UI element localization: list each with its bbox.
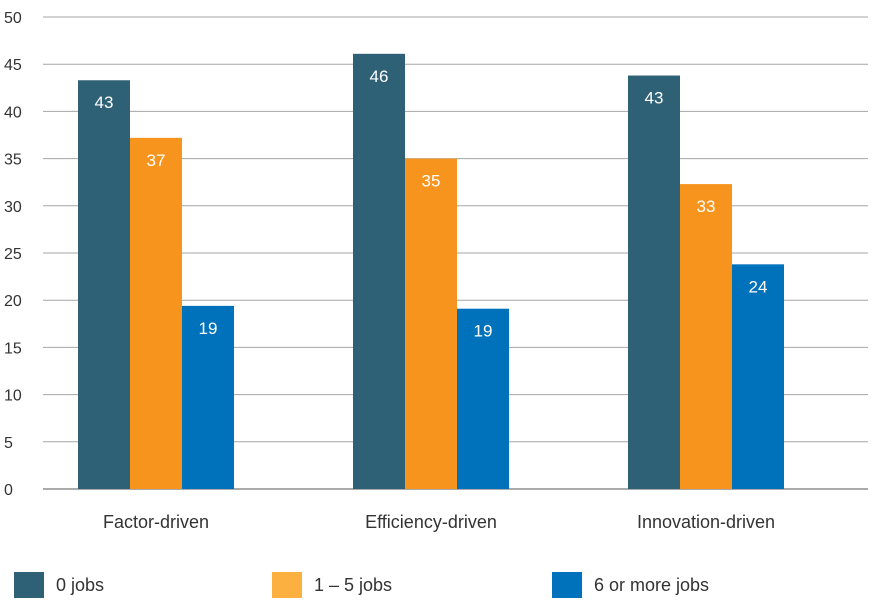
data-label-0-jobs-efficiency-driven: 46	[370, 67, 389, 86]
category-label-innovation-driven: Innovation-driven	[637, 512, 775, 532]
bar-0-jobs-innovation-driven	[628, 75, 680, 489]
legend-label-1-5-jobs: 1 – 5 jobs	[314, 574, 393, 595]
y-tick-label-30: 30	[4, 199, 22, 216]
y-tick-label-45: 45	[4, 57, 22, 74]
data-label-1-5-jobs-efficiency-driven: 35	[422, 172, 441, 191]
y-tick-label-15: 15	[4, 340, 22, 357]
data-labels: 43 37 19 46 35 19 43 33 24	[95, 67, 768, 341]
bar-1-5-jobs-factor-driven	[130, 137, 182, 489]
y-tick-label-25: 25	[4, 246, 22, 263]
x-axis-category-labels: Factor-driven Efficiency-driven Innovation…	[103, 512, 775, 532]
bar-6-or-more-jobs-factor-driven	[182, 305, 234, 489]
y-tick-label-5: 5	[4, 435, 13, 452]
bars	[78, 53, 784, 490]
bar-6-or-more-jobs-innovation-driven	[732, 264, 784, 489]
y-tick-label-40: 40	[4, 104, 22, 121]
legend-item-0-jobs: 0 jobs	[14, 572, 104, 598]
bar-0-jobs-factor-driven	[78, 80, 130, 490]
y-tick-label-35: 35	[4, 152, 22, 169]
legend-item-1-5-jobs: 1 – 5 jobs	[272, 572, 392, 598]
data-label-1-5-jobs-factor-driven: 37	[147, 151, 166, 170]
bar-1-5-jobs-innovation-driven	[680, 184, 732, 489]
category-label-factor-driven: Factor-driven	[103, 512, 209, 532]
y-tick-label-20: 20	[4, 293, 22, 310]
category-label-efficiency-driven: Efficiency-driven	[365, 512, 497, 532]
data-label-0-jobs-innovation-driven: 43	[645, 89, 664, 108]
bar-6-or-more-jobs-efficiency-driven	[457, 308, 509, 489]
bar-0-jobs-efficiency-driven	[353, 53, 405, 489]
legend-label-0-jobs: 0 jobs	[56, 574, 105, 595]
y-tick-label-10: 10	[4, 388, 22, 405]
data-label-6-or-more-jobs-innovation-driven: 24	[749, 277, 768, 296]
y-tick-label-0: 0	[4, 482, 13, 499]
data-label-6-or-more-jobs-efficiency-driven: 19	[474, 322, 493, 341]
legend-item-6-or-more-jobs: 6 or more jobs	[552, 572, 709, 598]
bar-1-5-jobs-efficiency-driven	[405, 158, 457, 489]
legend-swatch-1-5-jobs	[272, 572, 302, 598]
data-label-0-jobs-factor-driven: 43	[95, 93, 114, 112]
data-label-6-or-more-jobs-factor-driven: 19	[199, 319, 218, 338]
y-axis-tick-labels: 0 5 10 15 20 25 30 35 40 45 50	[4, 10, 22, 499]
y-tick-label-50: 50	[4, 10, 22, 27]
legend: 0 jobs 1 – 5 jobs 6 or more jobs	[0, 572, 887, 602]
legend-label-6-or-more-jobs: 6 or more jobs	[594, 574, 710, 595]
legend-swatch-6-or-more-jobs	[552, 572, 582, 598]
legend-swatch-0-jobs	[14, 572, 44, 598]
data-label-1-5-jobs-innovation-driven: 33	[697, 197, 716, 216]
